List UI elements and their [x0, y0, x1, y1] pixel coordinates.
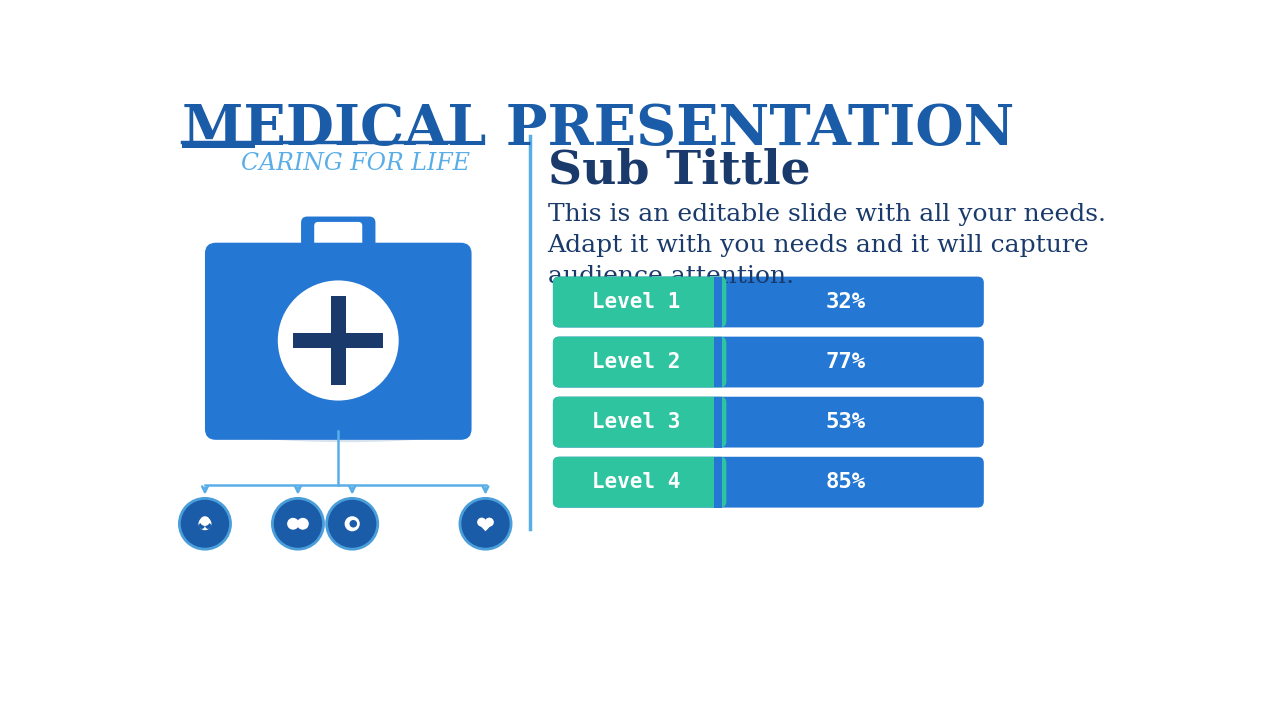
- Circle shape: [326, 498, 378, 549]
- Circle shape: [287, 518, 300, 530]
- Bar: [714, 397, 722, 448]
- Circle shape: [349, 520, 357, 528]
- Text: Sub Tittle: Sub Tittle: [548, 148, 810, 194]
- FancyBboxPatch shape: [314, 222, 362, 251]
- FancyBboxPatch shape: [553, 337, 984, 387]
- Text: CARING FOR LIFE: CARING FOR LIFE: [242, 152, 470, 175]
- Circle shape: [460, 498, 511, 549]
- FancyBboxPatch shape: [553, 397, 984, 448]
- Circle shape: [297, 518, 308, 530]
- FancyBboxPatch shape: [553, 276, 984, 328]
- Circle shape: [200, 516, 210, 526]
- Circle shape: [198, 517, 211, 530]
- Bar: [330, 296, 346, 385]
- Text: MEDICAL PRESENTATION: MEDICAL PRESENTATION: [182, 102, 1014, 157]
- Polygon shape: [477, 523, 494, 531]
- FancyBboxPatch shape: [553, 276, 726, 328]
- Circle shape: [477, 518, 486, 526]
- Text: 77%: 77%: [826, 352, 865, 372]
- Text: Adapt it with you needs and it will capture: Adapt it with you needs and it will capt…: [548, 234, 1089, 257]
- FancyBboxPatch shape: [553, 456, 726, 508]
- Text: 53%: 53%: [826, 412, 865, 432]
- Circle shape: [485, 518, 494, 526]
- Circle shape: [273, 498, 324, 549]
- Bar: [293, 333, 383, 348]
- FancyBboxPatch shape: [553, 337, 726, 387]
- Text: Level 3: Level 3: [593, 412, 681, 432]
- Bar: [714, 456, 722, 508]
- Text: Level 4: Level 4: [593, 472, 681, 492]
- FancyBboxPatch shape: [301, 217, 375, 256]
- Ellipse shape: [234, 420, 458, 442]
- Bar: [297, 521, 300, 527]
- Circle shape: [179, 498, 230, 549]
- Text: Level 2: Level 2: [593, 352, 681, 372]
- Text: This is an editable slide with all your needs.: This is an editable slide with all your …: [548, 204, 1106, 226]
- Text: 85%: 85%: [826, 472, 865, 492]
- Text: Level 1: Level 1: [593, 292, 681, 312]
- Bar: [714, 276, 722, 328]
- Circle shape: [278, 280, 398, 400]
- Text: 32%: 32%: [826, 292, 865, 312]
- Bar: [182, 141, 255, 148]
- Circle shape: [344, 516, 360, 531]
- Circle shape: [205, 523, 211, 529]
- FancyBboxPatch shape: [553, 456, 984, 508]
- Text: audience attention.: audience attention.: [548, 265, 794, 288]
- FancyBboxPatch shape: [553, 397, 726, 448]
- Bar: [714, 337, 722, 387]
- FancyBboxPatch shape: [205, 243, 471, 440]
- Circle shape: [198, 523, 205, 529]
